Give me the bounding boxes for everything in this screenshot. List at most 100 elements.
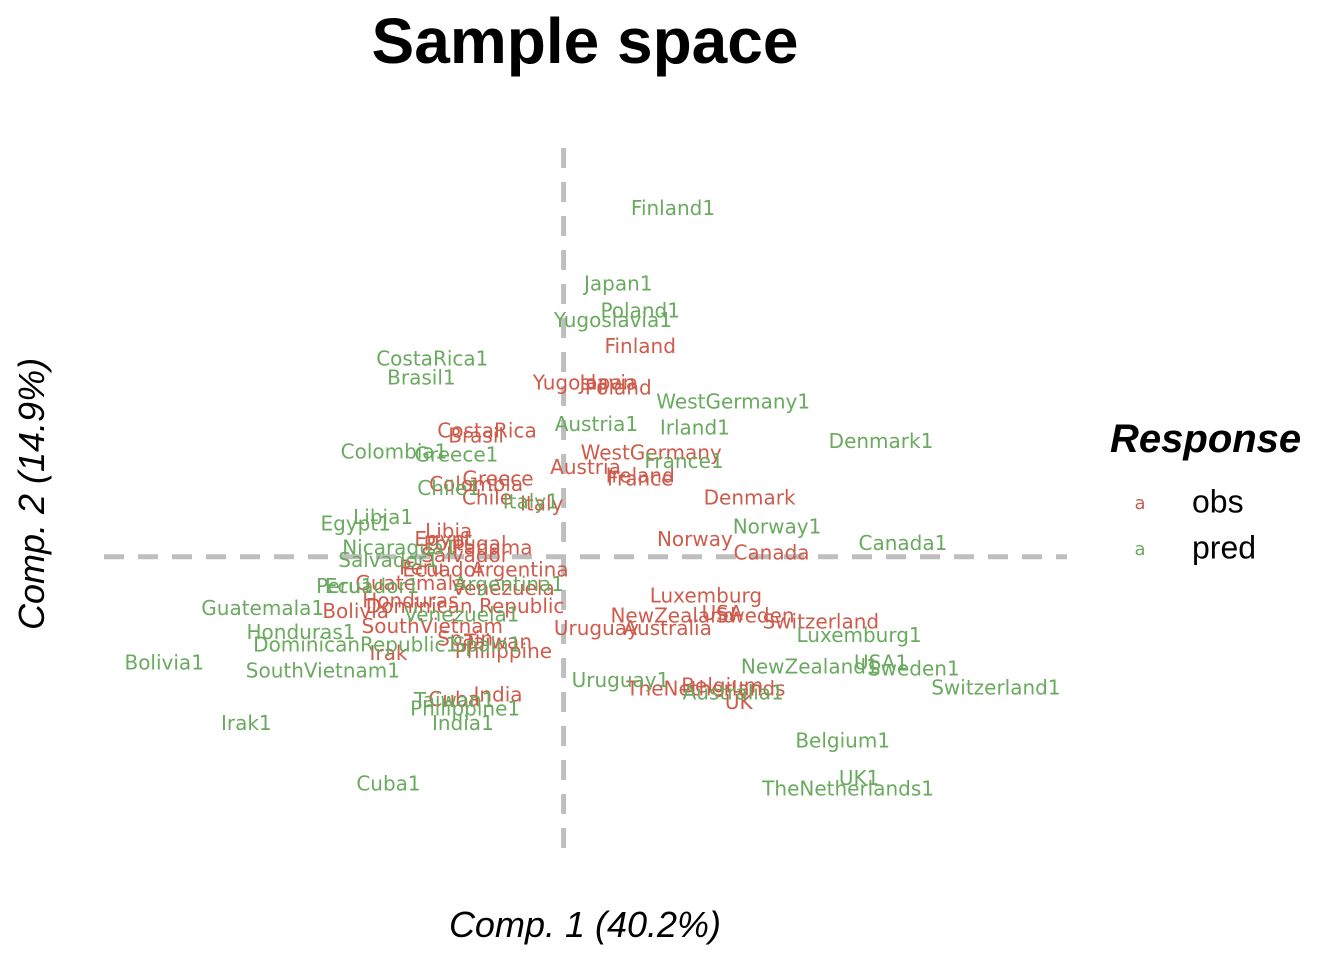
point-label-pred: Greece1 (414, 443, 498, 467)
point-label-obs: Libia (425, 519, 472, 543)
point-label-obs: Australia (623, 616, 711, 640)
point-label-obs: Yugoslavia (532, 371, 638, 395)
point-label-obs: Denmark (704, 486, 796, 510)
point-label-pred: Argentina1 (454, 572, 564, 596)
point-label-pred: Spain1 (453, 633, 522, 657)
point-label-obs: Chile (462, 486, 512, 510)
point-label-obs: TheNetherlands (625, 677, 785, 701)
legend-label-pred: pred (1192, 529, 1256, 565)
legend-items: a obs a pred (1134, 483, 1256, 565)
point-label-pred: Chile1 (417, 476, 480, 500)
point-label-obs: Colombia (429, 472, 523, 496)
point-label-pred: DominicanRepublic1 (253, 633, 458, 657)
point-label-pred: NewZealand1 (741, 655, 879, 679)
point-label-pred: Bolivia1 (124, 651, 203, 675)
point-label-pred: Japan1 (582, 272, 653, 296)
chart-title: Sample space (372, 5, 799, 77)
point-label-pred: Irland1 (660, 416, 730, 440)
point-label-obs: India (473, 682, 522, 706)
point-label-obs: Guatemala (355, 571, 465, 595)
point-label-pred: Finland1 (631, 196, 715, 220)
point-label-obs: NewZealand (610, 604, 735, 628)
point-label-obs: Portugal (424, 532, 507, 556)
point-label-obs: Irak (370, 641, 408, 665)
point-label-obs: Panama (452, 536, 532, 560)
legend-key-pred: a (1134, 539, 1145, 560)
point-label-pred: Italy1 (503, 490, 559, 514)
point-label-pred: UK1 (839, 766, 879, 790)
point-label-obs: USA (702, 601, 744, 625)
point-label-pred: Cuba1 (356, 772, 420, 796)
point-label-pred: Switzerland1 (931, 676, 1060, 700)
point-label-obs: Sweden (716, 604, 795, 628)
point-label-pred: Belgium1 (795, 728, 890, 752)
point-label-pred: Peru1 (316, 574, 373, 598)
point-label-pred: Canada1 (858, 531, 947, 555)
point-label-obs: Bolivia (322, 599, 389, 623)
point-label-pred: WestGermany1 (656, 390, 810, 414)
point-label-obs: WestGermany (581, 441, 722, 465)
point-label-pred: Denmark1 (829, 429, 934, 453)
point-label-obs: UK (725, 690, 754, 714)
point-label-pred: Salvador1 (338, 548, 438, 572)
point-label-obs: Argentina (471, 558, 569, 582)
point-label-pred: Philippine1 (410, 697, 520, 721)
point-label-obs: Peru (399, 556, 444, 580)
point-label-obs: Ecuador (402, 558, 484, 582)
point-label-obs: Finland (604, 334, 675, 358)
point-label-pred: Nicaragua1 (342, 536, 457, 560)
point-label-pred: Guatemala1 (201, 596, 324, 620)
point-label-obs: Spain (437, 627, 493, 651)
point-label-pred: Yugoslavia1 (553, 308, 672, 332)
point-label-pred: SouthVietnam1 (246, 658, 400, 682)
point-label-pred: Uruguay1 (572, 668, 670, 692)
point-label-pred: Ecuador1 (325, 574, 419, 598)
legend-title: Response (1110, 417, 1301, 461)
point-label-obs: Venezuela (452, 576, 555, 600)
point-label-pred: Irak1 (221, 711, 272, 735)
point-label-pred: Libia1 (353, 505, 413, 529)
point-label-obs: France (607, 467, 674, 491)
point-label-obs: Poland (585, 375, 652, 399)
point-label-obs: Uruguay (554, 616, 639, 640)
point-label-pred: France1 (644, 449, 723, 473)
legend: Response a obs a pred (1110, 417, 1301, 565)
point-label-obs: Ireland (606, 464, 675, 488)
point-label-pred: Egypt1 (320, 512, 390, 536)
point-label-obs: Belgium (681, 674, 763, 698)
point-label-pred: Australia1 (683, 680, 784, 704)
point-label-obs: Norway (657, 527, 733, 551)
legend-key-obs: a (1134, 493, 1145, 514)
point-label-obs: Honduras (362, 588, 458, 612)
point-label-obs: CostaRica (437, 419, 536, 443)
point-label-pred: Taiwan1 (413, 688, 495, 712)
point-label-pred: Colombia1 (341, 440, 448, 464)
point-label-obs: Egypt (414, 527, 472, 551)
x-axis-title: Comp. 1 (40.2%) (449, 904, 721, 945)
point-label-obs: Philippine (455, 639, 552, 663)
point-label-obs: Brasil (448, 423, 504, 447)
point-label-obs: Taiwan (463, 630, 532, 654)
y-axis-title: Comp. 2 (14.9%) (11, 358, 52, 630)
point-label-pred: Venezuela1 (404, 603, 519, 627)
point-label-obs: Salvador (421, 543, 510, 567)
point-label-obs: Luxemburg (650, 584, 762, 608)
point-label-obs: Dominican Republic (366, 594, 565, 618)
point-label-pred: CostaRica1 (376, 347, 488, 371)
point-label-pred: Norway1 (733, 514, 822, 538)
legend-label-obs: obs (1192, 483, 1244, 519)
point-label-obs: SouthVietnam (362, 614, 503, 638)
point-label-pred: Sweden1 (868, 656, 960, 680)
point-label-obs: Cuba (428, 687, 480, 711)
point-label-pred: Austria1 (555, 412, 638, 436)
point-label-obs: Canada (733, 540, 809, 564)
point-label-pred: Honduras1 (247, 620, 356, 644)
point-label-obs: Japan (578, 371, 636, 395)
point-label-pred: Poland1 (600, 299, 680, 323)
point-label-obs: Austria (550, 455, 621, 479)
point-label-obs: Italy (520, 491, 564, 515)
point-label-pred: TheNetherlands1 (761, 776, 934, 800)
point-label-pred: India1 (432, 711, 494, 735)
